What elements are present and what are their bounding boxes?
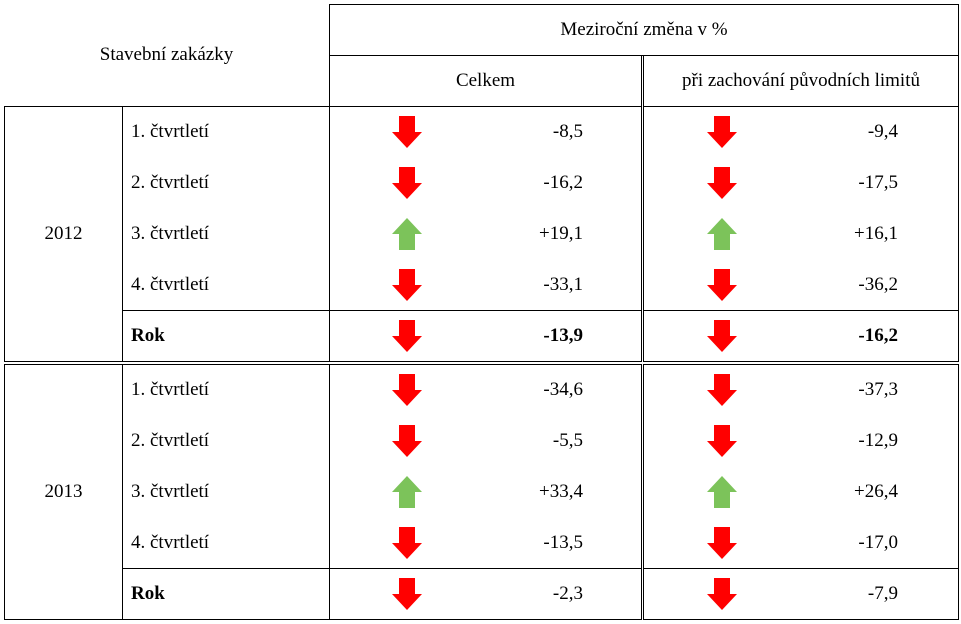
table-cell xyxy=(643,568,959,620)
year-block: 2013 1. čtvrtletí -34,6 -37,3 2. čtvrtle… xyxy=(0,364,961,620)
total-change-value: +19,1 xyxy=(539,223,583,244)
quarter-label: 1. čtvrtletí xyxy=(131,379,210,400)
arrow-down-icon xyxy=(707,320,737,352)
column-header-limit: při zachování původních limitů xyxy=(643,55,959,107)
arrow-down-icon xyxy=(707,167,737,199)
column-header-total: Celkem xyxy=(329,55,642,107)
table-row-year-total: Rok -13,9 -16,2 xyxy=(0,310,961,361)
limit-change-value: -16,2 xyxy=(858,325,898,346)
limit-change-value: -7,9 xyxy=(867,583,898,604)
arrow-down-icon xyxy=(392,527,422,559)
arrow-up-icon xyxy=(392,476,422,508)
limit-change-value: +26,4 xyxy=(854,481,898,502)
limit-change-value: -12,9 xyxy=(858,430,898,451)
limit-change-value: -9,4 xyxy=(867,121,898,142)
limit-change-value: -37,3 xyxy=(858,379,898,400)
arrow-down-icon xyxy=(707,527,737,559)
arrow-down-icon xyxy=(392,269,422,301)
column-header-total-label: Celkem xyxy=(455,70,516,91)
arrow-down-icon xyxy=(392,578,422,610)
table-row: 3. čtvrtletí +33,4 +26,4 xyxy=(0,466,961,517)
table-row: 1. čtvrtletí -8,5 -9,4 xyxy=(0,106,961,157)
total-change-value: -16,2 xyxy=(543,172,583,193)
column-group-label: Meziroční změna v % xyxy=(560,19,728,40)
table-row: 4. čtvrtletí -13,5 -17,0 xyxy=(0,517,961,568)
year-label: 2012 xyxy=(44,223,83,244)
limit-change-value: -17,0 xyxy=(858,532,898,553)
quarter-label: 4. čtvrtletí xyxy=(131,274,210,295)
total-change-value: -13,5 xyxy=(543,532,583,553)
year-label: 2013 xyxy=(44,481,83,502)
quarter-label: 3. čtvrtletí xyxy=(131,223,210,244)
arrow-down-icon xyxy=(392,320,422,352)
table-row: 3. čtvrtletí +19,1 +16,1 xyxy=(0,208,961,259)
arrow-up-icon xyxy=(392,218,422,250)
arrow-down-icon xyxy=(707,578,737,610)
limit-change-value: -17,5 xyxy=(858,172,898,193)
table-row: 1. čtvrtletí -34,6 -37,3 xyxy=(0,364,961,415)
row-header-label: Stavební zakázky xyxy=(99,44,234,65)
total-change-value: -34,6 xyxy=(543,379,583,400)
table-cell xyxy=(329,568,642,620)
table-row: 2. čtvrtletí -5,5 -12,9 xyxy=(0,415,961,466)
year-total-label: Rok xyxy=(131,325,165,346)
table-cell xyxy=(643,310,959,362)
arrow-down-icon xyxy=(707,374,737,406)
arrow-down-icon xyxy=(392,167,422,199)
quarter-label: 3. čtvrtletí xyxy=(131,481,210,502)
limit-change-value: -36,2 xyxy=(858,274,898,295)
arrow-down-icon xyxy=(707,116,737,148)
table-row-year-total: Rok -2,3 -7,9 xyxy=(0,568,961,619)
year-total-label: Rok xyxy=(131,583,165,604)
arrow-down-icon xyxy=(707,269,737,301)
total-change-value: +33,4 xyxy=(539,481,583,502)
quarter-label: 1. čtvrtletí xyxy=(131,121,210,142)
year-block: 2012 1. čtvrtletí -8,5 -9,4 2. čtvrtletí… xyxy=(0,106,961,362)
arrow-down-icon xyxy=(392,425,422,457)
total-change-value: -2,3 xyxy=(552,583,583,604)
table-row: 4. čtvrtletí -33,1 -36,2 xyxy=(0,259,961,310)
total-change-value: -5,5 xyxy=(552,430,583,451)
quarter-label: 4. čtvrtletí xyxy=(131,532,210,553)
arrow-up-icon xyxy=(707,218,737,250)
arrow-down-icon xyxy=(392,374,422,406)
limit-change-value: +16,1 xyxy=(854,223,898,244)
table-cell xyxy=(329,310,642,362)
arrow-down-icon xyxy=(392,116,422,148)
quarter-label: 2. čtvrtletí xyxy=(131,430,210,451)
total-change-value: -33,1 xyxy=(543,274,583,295)
arrow-up-icon xyxy=(707,476,737,508)
column-header-limit-label: při zachování původních limitů xyxy=(682,70,920,91)
total-change-value: -13,9 xyxy=(543,325,583,346)
arrow-down-icon xyxy=(707,425,737,457)
table-row: 2. čtvrtletí -16,2 -17,5 xyxy=(0,157,961,208)
total-change-value: -8,5 xyxy=(552,121,583,142)
column-group-header: Meziroční změna v % xyxy=(329,4,959,56)
quarter-label: 2. čtvrtletí xyxy=(131,172,210,193)
